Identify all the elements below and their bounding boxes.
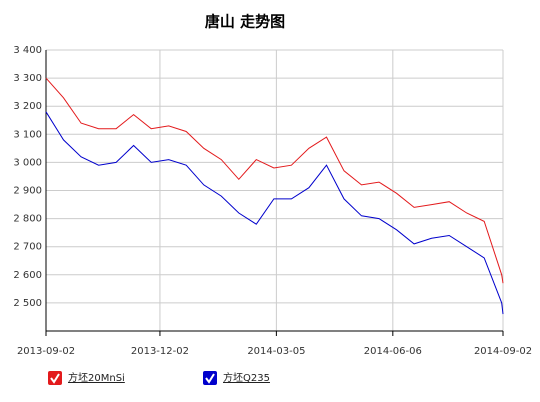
legend-swatch[interactable]	[203, 371, 217, 385]
x-tick-label: 2014-09-02	[474, 346, 532, 357]
legend-check[interactable]	[205, 373, 215, 384]
y-tick-label: 2 500	[13, 298, 42, 309]
x-tick-label: 2014-03-05	[247, 346, 305, 357]
x-tick-label: 2014-06-06	[364, 346, 422, 357]
legend-label[interactable]: 方坯Q235	[223, 371, 270, 384]
y-tick-label: 3 400	[13, 45, 42, 56]
legend-swatch[interactable]	[48, 371, 62, 385]
y-tick-label: 2 600	[13, 270, 42, 281]
y-tick-label: 3 000	[13, 157, 42, 168]
y-tick-label: 3 100	[13, 129, 42, 140]
y-tick-label: 2 900	[13, 186, 42, 197]
y-tick-label: 2 800	[13, 214, 42, 225]
chart-title: 唐山 走势图	[205, 13, 285, 31]
y-tick-label: 3 200	[13, 101, 42, 112]
legend-label[interactable]: 方坯20MnSi	[68, 371, 125, 384]
series-line	[45, 77, 504, 284]
series-line	[45, 111, 504, 315]
y-tick-label: 3 300	[13, 73, 42, 84]
x-tick-label: 2013-09-02	[17, 346, 75, 357]
y-tick-label: 2 700	[13, 242, 42, 253]
x-tick-label: 2013-12-02	[131, 346, 189, 357]
legend-check[interactable]	[50, 373, 60, 384]
